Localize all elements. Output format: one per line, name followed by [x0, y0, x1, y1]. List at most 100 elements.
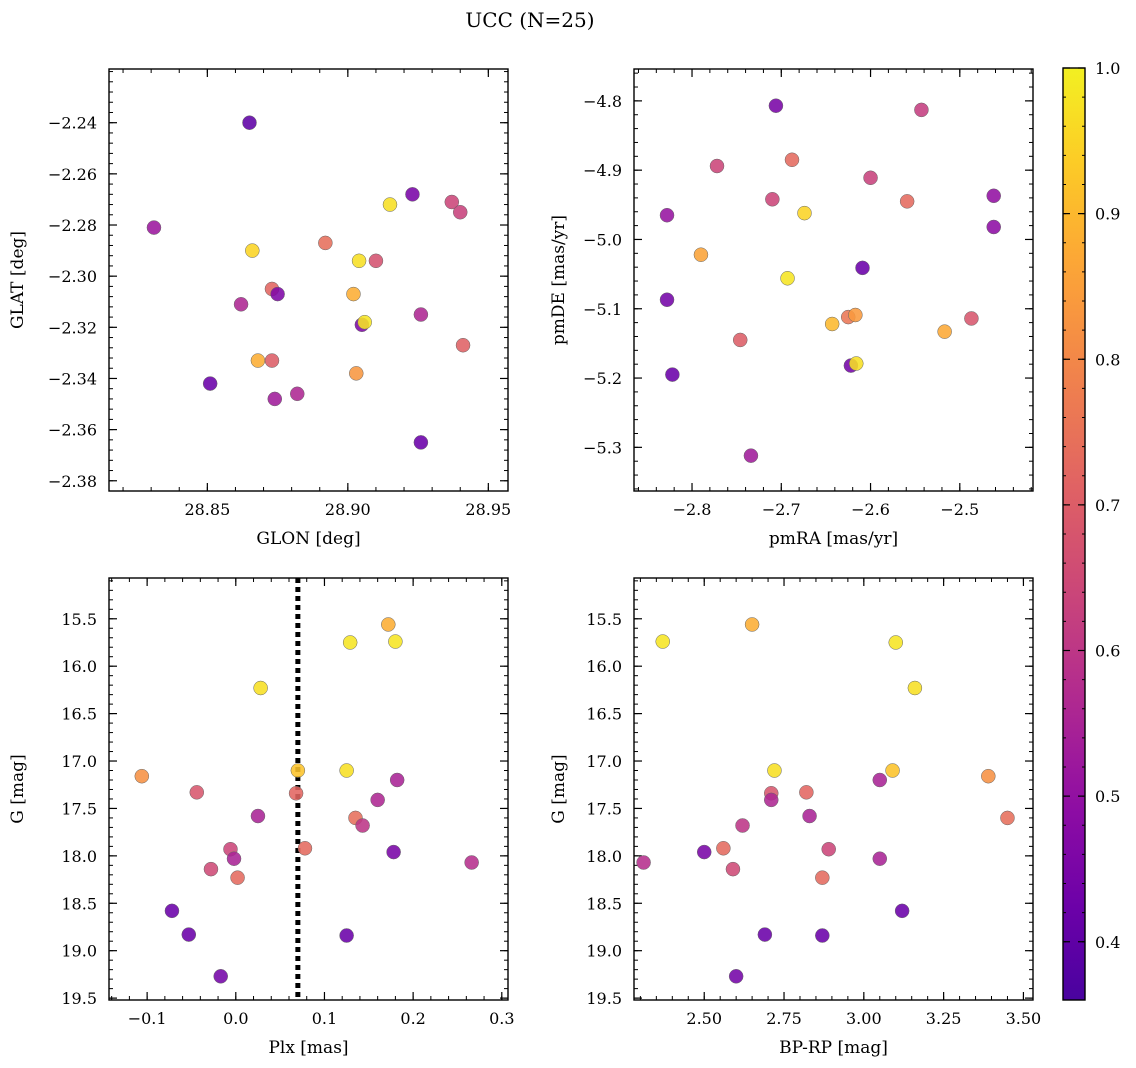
- scatter-point: [342, 635, 358, 650]
- x-tick-label: 0.0: [223, 1009, 248, 1028]
- y-tick-label: 19.5: [586, 989, 622, 1008]
- scatter-point: [1000, 810, 1015, 826]
- scatter-point: [768, 98, 784, 113]
- y-tick-label: 17.5: [586, 799, 622, 818]
- scatter-point: [716, 841, 731, 856]
- x-tick-label: 2.50: [686, 1009, 722, 1028]
- minor-ticks: [109, 578, 508, 1000]
- scatter-point: [815, 928, 830, 943]
- scatter-point: [849, 356, 864, 371]
- scatter-point: [290, 386, 305, 402]
- y-tick-label: −2.26: [48, 165, 97, 184]
- scatter-point: [413, 435, 429, 450]
- scatter-point: [134, 768, 150, 784]
- scatter-point: [339, 928, 354, 943]
- y-tick-label: 16.5: [61, 705, 97, 724]
- y-axis-label: G [mag]: [8, 754, 28, 823]
- scatter-point: [413, 307, 429, 322]
- scatter-point: [230, 870, 245, 885]
- scatter-point: [780, 271, 795, 286]
- scatter-point: [725, 861, 741, 877]
- scatter-point: [351, 253, 367, 269]
- panel-top-left: 28.85 28.90 28.95 −2.24 −2.26 −2.28 −2.30 −2.32…: [8, 68, 511, 549]
- colorbar-tick-label: 0.5: [1095, 787, 1120, 806]
- scatter-point: [368, 253, 384, 269]
- scatter-point: [386, 844, 401, 860]
- x-tick-label: 28.90: [325, 500, 371, 519]
- axes-frame: [633, 577, 1034, 1001]
- scatter-points: [134, 617, 479, 984]
- y-tick-label: 18.5: [586, 894, 622, 913]
- scatter-points: [146, 115, 471, 450]
- scatter-point: [815, 870, 830, 885]
- y-tick-label: −2.28: [48, 216, 97, 235]
- x-axis-label: BP-RP [mag]: [779, 1038, 888, 1058]
- y-tick-label: 17.5: [61, 799, 97, 818]
- scatter-point: [824, 316, 840, 332]
- y-tick-label: −5.2: [583, 369, 622, 388]
- scatter-point: [885, 763, 900, 778]
- y-axis-label: pmDE [mas/yr]: [549, 215, 569, 345]
- scatter-point: [245, 243, 260, 258]
- scatter-point: [444, 194, 460, 210]
- scatter-point: [455, 337, 471, 353]
- colorbar-tick-label: 1.0: [1095, 59, 1120, 78]
- scatter-point: [349, 366, 364, 381]
- y-tick-label: −4.8: [583, 92, 622, 111]
- y-tick-label: 16.0: [61, 657, 97, 676]
- y-tick-label: 18.5: [61, 894, 97, 913]
- scatter-point: [270, 286, 285, 302]
- axes-frame: [633, 68, 1034, 492]
- x-axis-label: GLON [deg]: [256, 529, 360, 549]
- scatter-point: [744, 617, 760, 632]
- scatter-point: [821, 841, 836, 857]
- x-tick-label: −2.5: [940, 500, 979, 519]
- scatter-point: [250, 808, 266, 824]
- y-tick-label: 17.0: [586, 752, 622, 771]
- scatter-point: [899, 194, 915, 209]
- scatter-point: [355, 818, 370, 833]
- scatter-point: [986, 219, 1001, 235]
- scatter-point: [981, 768, 996, 784]
- scatter-point: [213, 969, 228, 984]
- panels: 28.85 28.90 28.95 −2.24 −2.26 −2.28 −2.30 −2.32…: [8, 68, 1042, 1058]
- colorbar-gradient: [1063, 68, 1085, 1000]
- scatter-points: [659, 98, 1001, 463]
- y-tick-label: 19.0: [586, 942, 622, 961]
- y-tick-label: 15.5: [586, 610, 622, 629]
- minor-ticks: [634, 69, 1033, 491]
- colorbar-tick-label: 0.6: [1095, 642, 1120, 661]
- scatter-point: [802, 808, 817, 824]
- y-tick-label: 16.0: [586, 657, 622, 676]
- y-tick-label: −2.24: [48, 114, 97, 133]
- scatter-point: [767, 763, 782, 778]
- x-tick-label: 2.75: [766, 1009, 802, 1028]
- x-tick-label: −2.8: [673, 500, 712, 519]
- scatter-point: [732, 332, 748, 348]
- minor-ticks: [634, 578, 1033, 1000]
- scatter-point: [464, 855, 479, 870]
- scatter-point: [370, 792, 385, 808]
- y-tick-label: 19.0: [61, 942, 97, 961]
- scatter-point: [863, 170, 878, 186]
- axes-frame: [108, 577, 509, 1001]
- figure-title: UCC (N=25): [465, 8, 594, 32]
- y-tick-label: −2.38: [48, 472, 97, 491]
- x-tick-label: 3.50: [1006, 1009, 1042, 1028]
- colorbar: 0.4 0.5 0.6 0.7 0.8 0.9 1.0: [1062, 59, 1120, 1001]
- y-axis-label: GLAT [deg]: [8, 231, 28, 329]
- scatter-point: [848, 307, 863, 323]
- colorbar-frame: [1062, 67, 1086, 1001]
- scatter-point: [659, 292, 675, 307]
- scatter-point: [181, 927, 197, 942]
- scatter-point: [894, 903, 910, 919]
- scatter-point: [189, 785, 205, 800]
- x-tick-label: −2.7: [762, 500, 801, 519]
- scatter-point: [339, 763, 354, 778]
- scatter-point: [757, 927, 773, 942]
- colorbar-tick-label: 0.8: [1095, 350, 1120, 369]
- scatter-point: [728, 969, 744, 984]
- y-tick-label: −5.1: [583, 300, 622, 319]
- y-tick-label: −5.3: [583, 438, 622, 457]
